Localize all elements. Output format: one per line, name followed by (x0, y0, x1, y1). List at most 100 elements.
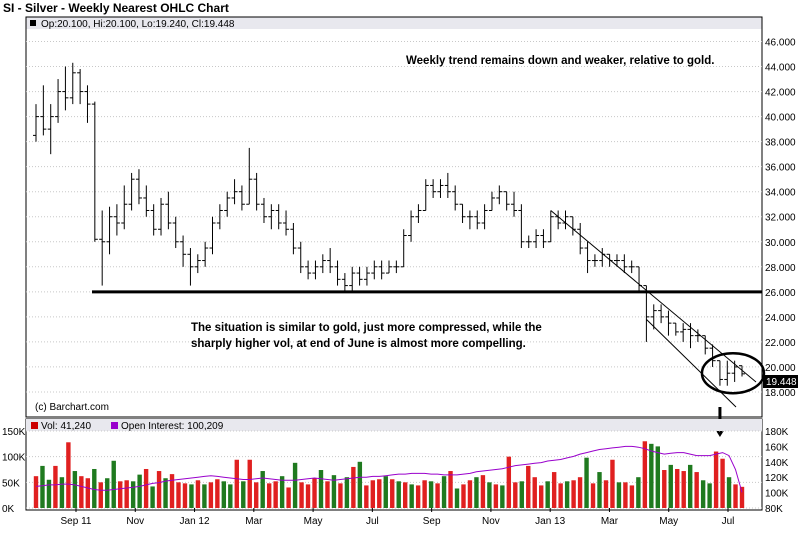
volume-bar (189, 484, 194, 508)
ohlc-bar (55, 79, 62, 123)
volume-bar (202, 484, 207, 508)
volume-bar (675, 468, 680, 508)
volume-bar (558, 483, 563, 508)
ohlc-bar (113, 204, 120, 236)
ohlc-bar (202, 241, 209, 267)
ohlc-bar (511, 191, 518, 217)
ohlc-bar (547, 210, 554, 243)
volume-bar (247, 459, 252, 508)
note-middle-2: sharply higher vol, at end of June is al… (191, 338, 526, 350)
ohlc-bar (466, 210, 473, 230)
volume-bar (299, 482, 304, 508)
volume-bar (474, 477, 479, 508)
ohlc-bar (231, 179, 238, 205)
volume-bar (435, 483, 440, 508)
ohlc-bar (290, 223, 297, 255)
volume-bar (726, 477, 732, 508)
volume-bars (33, 441, 745, 508)
x-tick-label: Mar (245, 516, 263, 527)
note-middle-1: The situation is similar to gold, just m… (191, 322, 542, 334)
ohlc-bar (584, 241, 591, 274)
ohlc-bar (209, 216, 216, 255)
vol-legend-label: Vol: 41,240 (41, 421, 91, 432)
ohlc-bar (643, 285, 650, 342)
ohlc-bar (518, 204, 525, 249)
ohlc-bar (474, 210, 481, 230)
volume-bar (519, 481, 524, 508)
volume-bar (182, 483, 188, 508)
ohlc-bar (437, 179, 444, 198)
oi-legend-swatch (111, 422, 118, 429)
ohlc-bar (349, 266, 356, 292)
volume-bar (668, 464, 673, 508)
ohlc-bar (452, 185, 459, 211)
ohlc-bar (672, 322, 679, 336)
ohlc-bar (400, 229, 407, 268)
ohlc-bar (33, 104, 39, 142)
channel-upper-line (550, 210, 757, 383)
x-axis-labels: Sep 11 Nov Jan 12 Mar May Jul Sep Nov Jan 13 Mar M… (61, 508, 735, 527)
ohlc-bar (562, 210, 569, 230)
volume-bar (480, 475, 486, 508)
volume-bar (467, 480, 473, 508)
volume-bar (33, 476, 39, 508)
volume-bar (228, 484, 233, 508)
price-tick-label: 28.000 (765, 263, 796, 274)
ohlc-bar (216, 204, 223, 230)
volume-bar (636, 477, 641, 508)
ohlc-bar (143, 185, 150, 217)
ohlc-bar (158, 197, 165, 236)
ohlc-bar (716, 360, 723, 386)
volume-legend: Vol: 41,240 Open Interest: 100,209 (26, 419, 762, 432)
ohlc-bar (99, 210, 106, 286)
chart-credit: (c) Barchart.com (35, 402, 109, 413)
volume-bar (545, 481, 550, 508)
volume-bar (409, 484, 414, 508)
volume-bar (260, 471, 265, 508)
price-tick-label: 42.000 (765, 88, 796, 99)
volume-bar (584, 457, 589, 508)
ohlc-bar (481, 204, 488, 230)
ohlc-bar (341, 273, 348, 292)
volume-bar (234, 459, 239, 508)
volume-bar (551, 472, 557, 508)
price-tick-label: 38.000 (765, 138, 796, 149)
x-tick-label: Jul (722, 516, 735, 527)
oi-tick-label: 120K (765, 473, 789, 484)
volume-bar (590, 483, 596, 508)
volume-bar (629, 485, 635, 508)
volume-bar (98, 482, 103, 508)
volume-bar (208, 482, 214, 508)
channel-lower-line (646, 319, 737, 408)
x-tick-label: Nov (126, 516, 144, 527)
ohlc-bar (577, 223, 584, 255)
volume-bar (526, 465, 531, 508)
volume-bar (500, 485, 505, 508)
ohlc-bar (128, 172, 135, 211)
oi-tick-label: 180K (765, 427, 789, 438)
price-tick-label: 46.000 (765, 38, 796, 49)
volume-bar (539, 485, 544, 508)
volume-bar (493, 484, 499, 508)
volume-bar (532, 477, 537, 508)
ohlc-bar (77, 69, 84, 105)
volume-bar (422, 480, 427, 508)
volume-tick-label: 100K (2, 453, 26, 464)
x-tick-label: May (659, 516, 678, 527)
ohlc-bar (386, 260, 392, 274)
ohlc-bar (356, 266, 363, 286)
price-tick-label: 22.000 (765, 338, 796, 349)
ohlc-bar (555, 210, 562, 230)
ohlc-bar (650, 304, 657, 330)
volume-bar (623, 482, 628, 508)
price-tick-label: 36.000 (765, 163, 796, 174)
price-tick-label: 24.000 (765, 313, 796, 324)
ohlc-bar (121, 185, 128, 230)
ohlc-bar (415, 204, 422, 223)
oi-tick-label: 80K (765, 504, 783, 515)
volume-bar (266, 483, 272, 508)
price-axis-ticks: 46.000 44.000 42.000 40.000 38.000 36.000 34.0… (765, 38, 796, 399)
ohlc-bar (658, 304, 665, 324)
